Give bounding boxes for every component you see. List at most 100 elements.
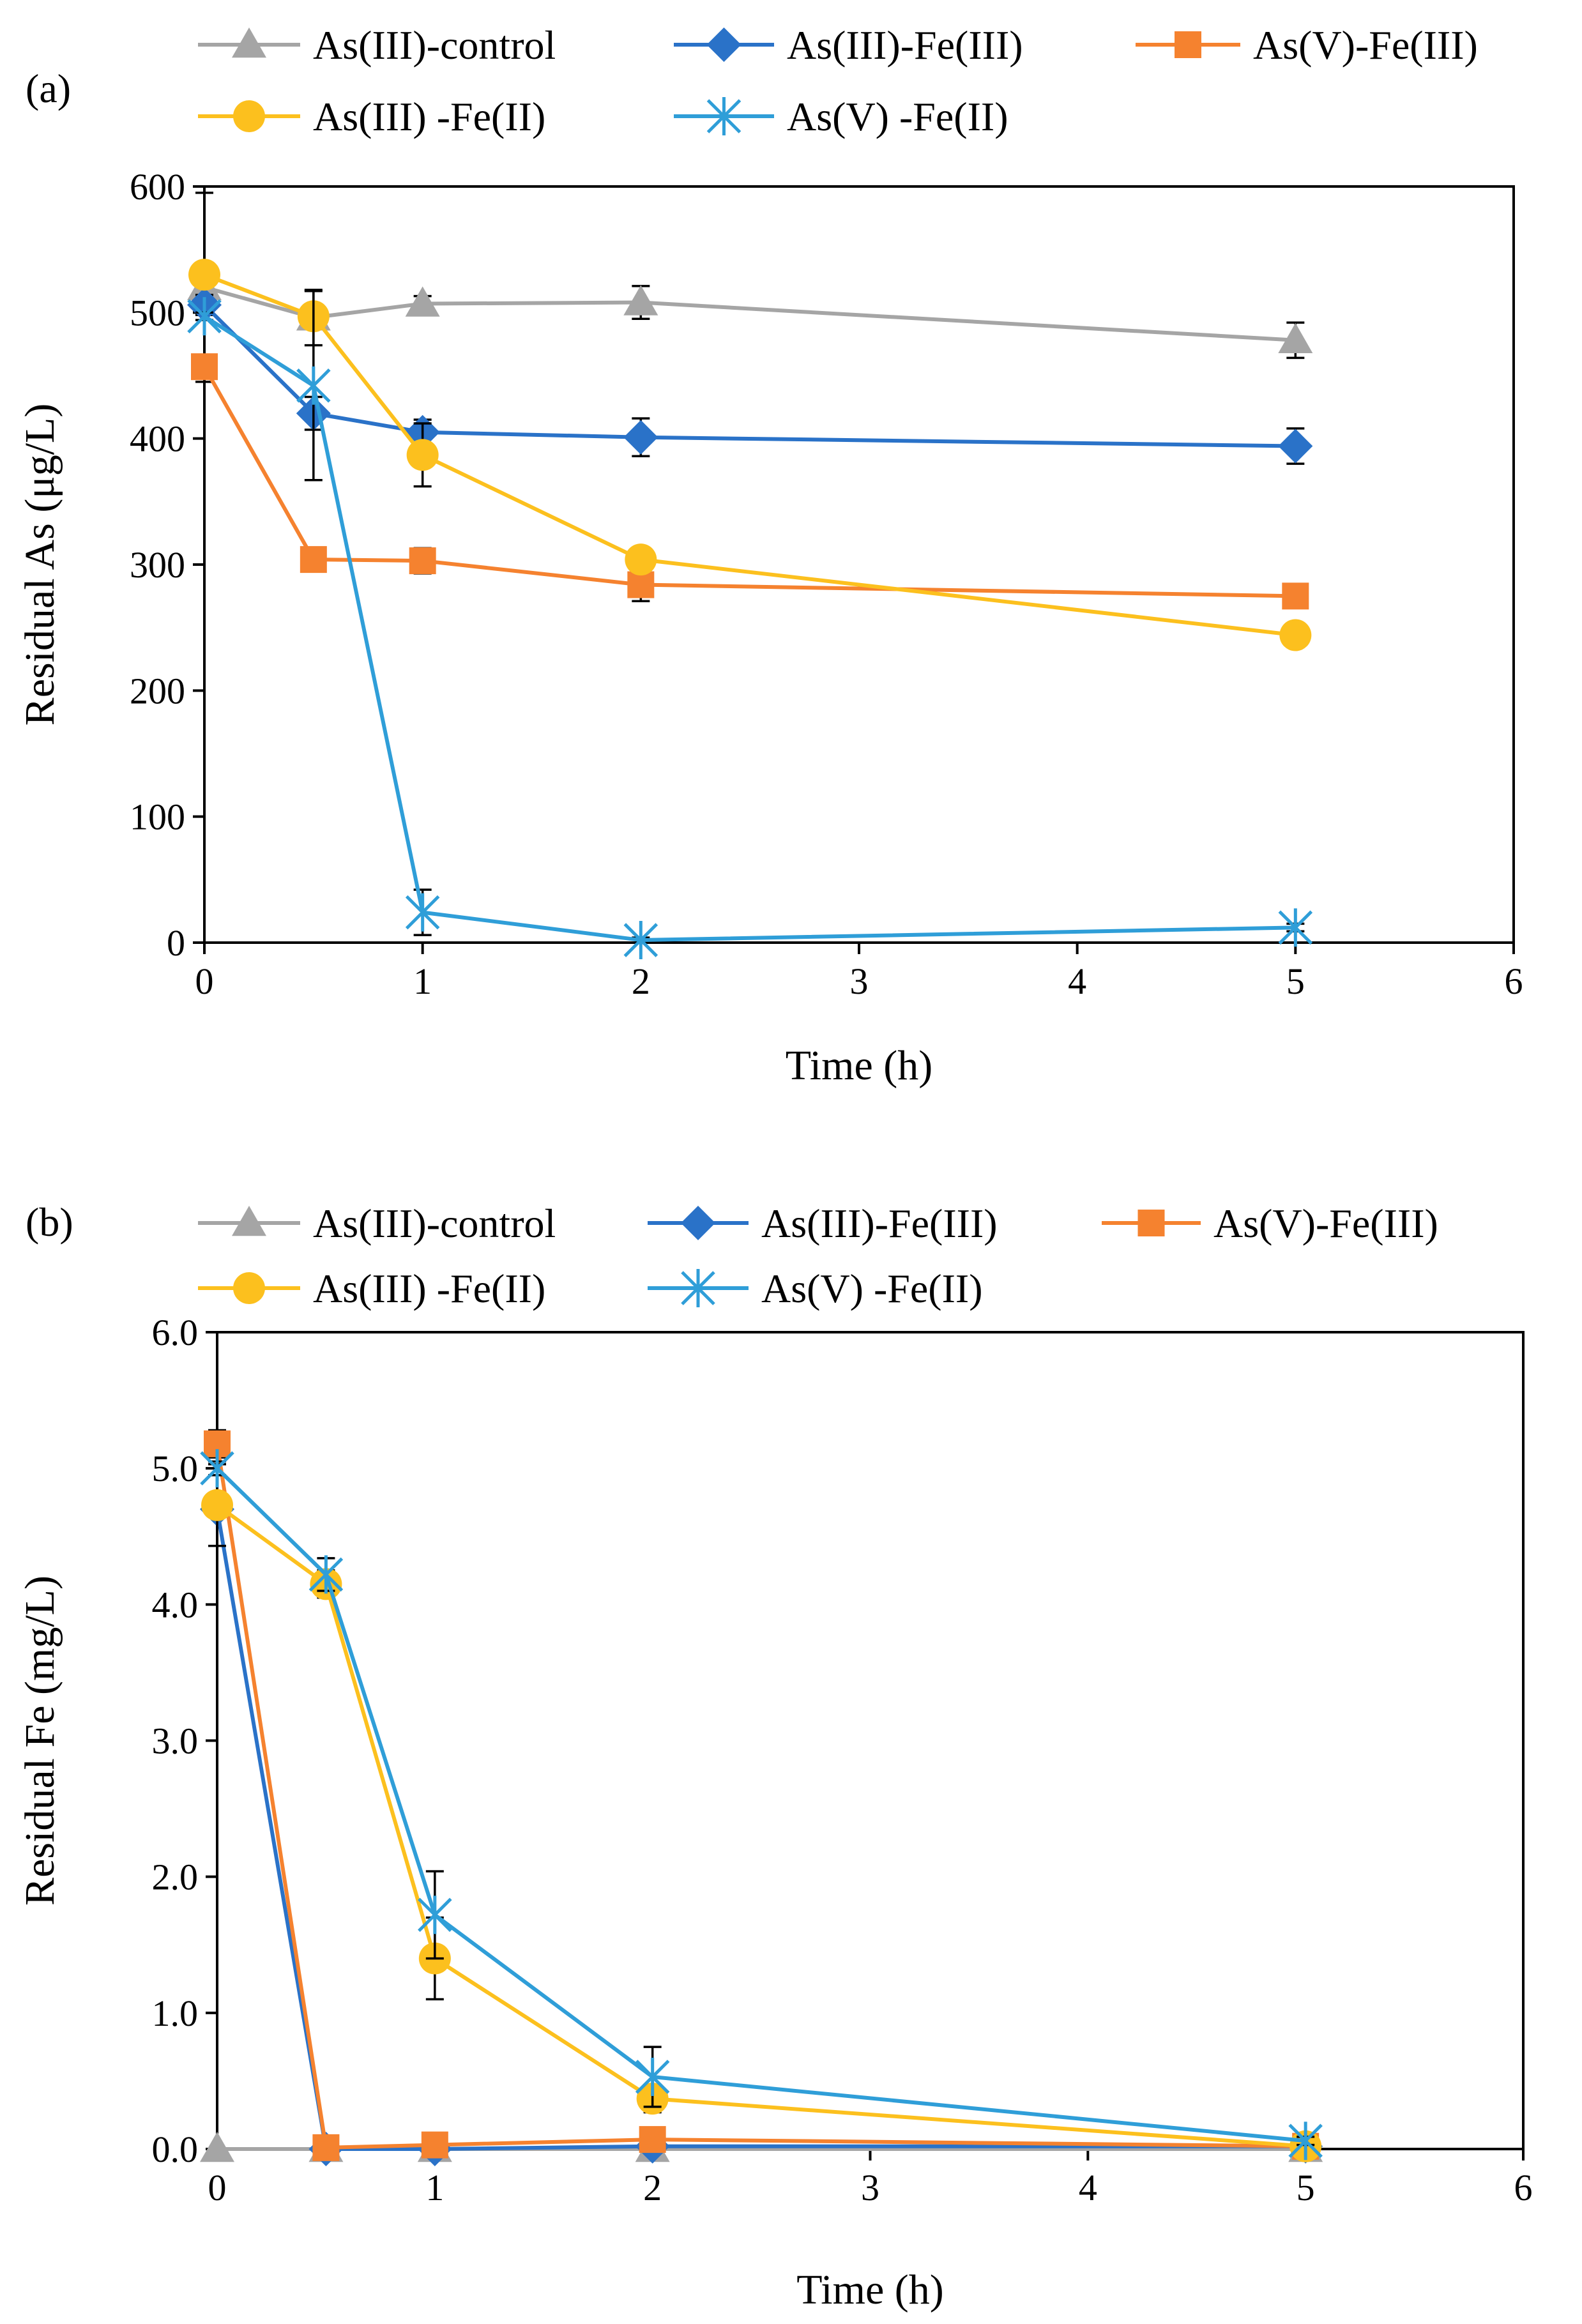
legend-label: As(V)-Fe(III) (1213, 1201, 1438, 1246)
x-tick-label: 4 (1079, 2167, 1097, 2208)
data-point (623, 420, 658, 455)
data-point (1278, 908, 1313, 947)
series-as-v-fe-iii (204, 1429, 1320, 2161)
series-as-v-fe-ii (200, 1449, 1323, 2161)
legend-label: As(III)-Fe(III) (787, 22, 1023, 68)
x-tick-label: 2 (643, 2167, 662, 2208)
x-tick-label: 6 (1505, 961, 1523, 1002)
legend-label: As(V)-Fe(III) (1253, 22, 1478, 68)
legend: As(III)-control As(III)-Fe(III) As(V)-Fe(I… (198, 1201, 1438, 1311)
panel-b: (b) 0.0 1.0 2.0 3.0 4.0 5.0 6.0 0 1 2 3 4 5 6 Time (h) R… (17, 1199, 1533, 2313)
legend-entry-as-iii-fe-ii: As(III) -Fe(II) (198, 1266, 545, 1311)
x-tick-label: 2 (632, 961, 650, 1002)
x-tick-label: 0 (208, 2167, 227, 2208)
legend-marker (706, 97, 742, 135)
series-line (203, 273, 1296, 637)
data-point (405, 893, 440, 932)
panel-label: (a) (26, 66, 71, 111)
legend-label: As(III)-control (313, 22, 556, 68)
data-point (1279, 619, 1312, 651)
series-line (203, 314, 1296, 943)
legend-marker (681, 1269, 715, 1307)
data-point (1278, 429, 1313, 464)
data-point (635, 2058, 670, 2097)
y-tick-label: 3.0 (152, 1720, 199, 1762)
y-tick-label: 200 (130, 670, 185, 711)
data-point (296, 366, 331, 405)
data-point (200, 1449, 234, 1488)
y-tick-label: 1.0 (152, 1993, 199, 2034)
data-point (1278, 323, 1313, 353)
legend-label: As(III)-control (313, 1201, 556, 1246)
x-tick-label: 6 (1514, 2167, 1533, 2208)
y-tick-label: 300 (130, 544, 185, 586)
data-point (639, 2126, 666, 2153)
legend-label: As(V) -Fe(II) (787, 94, 1008, 139)
series-line (202, 303, 1296, 448)
x-tick-label: 3 (850, 961, 869, 1002)
legend-marker (1137, 1210, 1165, 1236)
y-tick-label: 0 (167, 922, 185, 964)
x-tick-label: 1 (413, 961, 432, 1002)
data-point (188, 259, 220, 291)
data-point (421, 2131, 448, 2159)
data-point (187, 297, 222, 336)
legend-label: As(III) -Fe(II) (313, 94, 545, 139)
x-tick-label: 4 (1068, 961, 1086, 1002)
y-tick-label: 400 (130, 418, 185, 460)
data-point (623, 285, 658, 315)
data-point (627, 571, 655, 598)
data-point (406, 439, 439, 471)
legend-entry-as-iii-control: As(III)-control (198, 22, 556, 68)
legend-marker (232, 27, 266, 58)
legend-marker (233, 100, 265, 132)
legend-label: As(V) -Fe(II) (761, 1266, 983, 1311)
y-tick-label: 6.0 (152, 1312, 199, 1353)
series-as-v-fe-ii (187, 290, 1313, 960)
panel-label: (b) (26, 1199, 73, 1245)
y-axis-title: Residual Fe (mg/L) (17, 1576, 63, 1906)
legend-marker (233, 1272, 265, 1304)
legend: As(III)-control As(III)-Fe(III) As(V)-Fe(I… (198, 22, 1478, 139)
data-point (1282, 582, 1309, 610)
plot-frame (216, 1331, 1525, 2150)
series-as-iii-fe-ii (188, 259, 1312, 651)
legend-entry-as-v-fe-iii: As(V)-Fe(III) (1136, 22, 1478, 68)
series-as-iii-control (187, 192, 1313, 383)
plot-frame (203, 185, 1515, 944)
legend-entry-as-iii-fe-ii: As(III) -Fe(II) (198, 94, 545, 139)
data-point (409, 547, 436, 575)
legend-label: As(III) -Fe(II) (313, 1266, 545, 1311)
data-point (418, 1895, 452, 1934)
data-point (405, 286, 440, 317)
data-point (623, 921, 658, 960)
series-as-iii-fe-iii (200, 1492, 1323, 2166)
data-point (625, 543, 657, 576)
y-tick-label: 500 (130, 292, 185, 333)
series-line (215, 1467, 1306, 2143)
x-tick-label: 5 (1286, 961, 1305, 1002)
data-point (201, 1489, 233, 1521)
y-tick-label: 100 (130, 796, 185, 838)
y-tick-label: 0.0 (152, 2129, 199, 2170)
x-axis-title: Time (h) (796, 2267, 943, 2313)
x-axis-title: Time (h) (786, 1042, 932, 1089)
data-point (308, 1555, 344, 1594)
y-tick-label: 2.0 (152, 1857, 199, 1898)
data-point (300, 546, 327, 573)
y-tick-label: 600 (130, 166, 185, 208)
legend-entry-as-v-fe-iii: As(V)-Fe(III) (1102, 1201, 1438, 1246)
legend-marker (1175, 31, 1201, 58)
legend-marker (232, 1206, 266, 1236)
legend-entry-as-v-fe-ii: As(V) -Fe(II) (648, 1266, 983, 1311)
legend-entry-as-iii-control: As(III)-control (198, 1201, 556, 1246)
data-point (200, 2132, 234, 2162)
series-line (216, 1503, 1306, 2148)
panel-a: (a) 0 100 200 300 400 500 600 0 1 2 3 4 5 6 Time (h) Res… (17, 22, 1523, 1089)
data-point (312, 2134, 340, 2161)
series-as-v-fe-iii (191, 353, 1309, 610)
legend-entry-as-iii-fe-iii: As(III)-Fe(III) (648, 1201, 998, 1246)
series-as-iii-fe-iii (187, 287, 1313, 465)
series-line (215, 1508, 1306, 2151)
